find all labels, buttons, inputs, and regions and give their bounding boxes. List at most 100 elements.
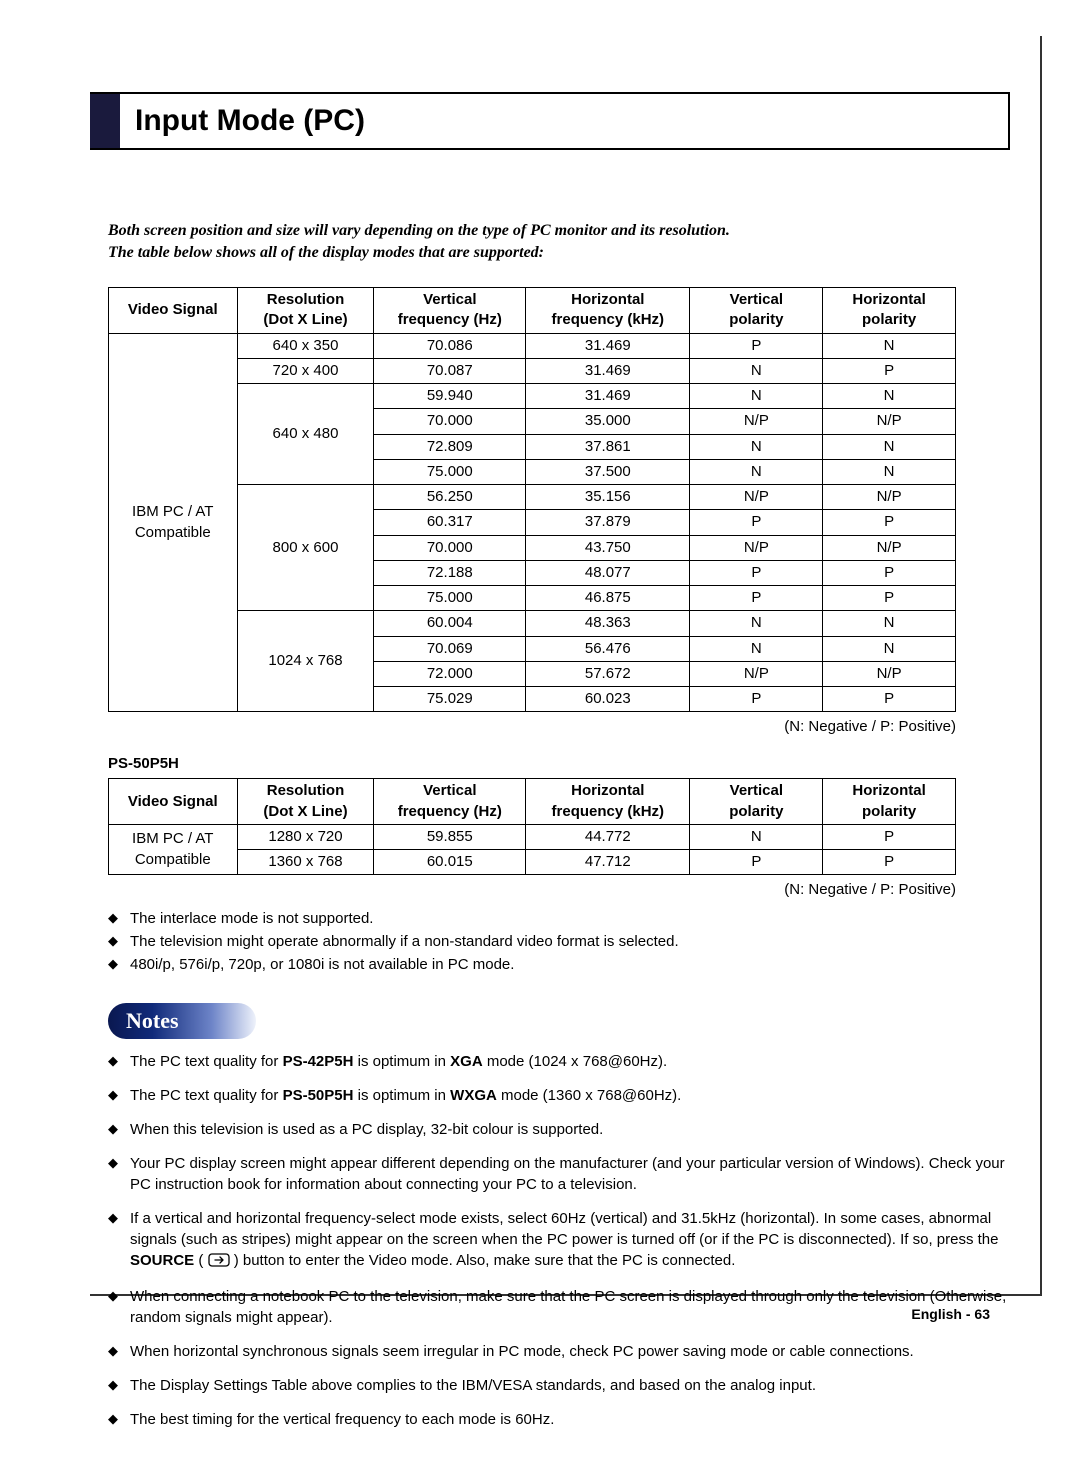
cell-hf: 48.077 [526, 560, 690, 585]
cell-hf: 60.023 [526, 687, 690, 712]
cell-hp: N/P [823, 535, 956, 560]
source-input-icon [208, 1252, 230, 1273]
cell-hp: N [823, 384, 956, 409]
cell-resolution: 720 x 400 [237, 358, 374, 383]
cell-resolution: 640 x 480 [237, 384, 374, 485]
notes-item: The best timing for the vertical frequen… [108, 1409, 1010, 1430]
cell-hp: P [823, 850, 956, 875]
cell-hf: 31.469 [526, 333, 690, 358]
cell-hp: N [823, 636, 956, 661]
cell-vp: N [690, 358, 823, 383]
hdr-res: Resolution(Dot X Line) [237, 288, 374, 334]
hdr-hf: Horizontalfrequency (kHz) [526, 288, 690, 334]
notes-item: The Display Settings Table above complie… [108, 1375, 1010, 1396]
cell-vp: P [690, 510, 823, 535]
cell-hp: P [823, 560, 956, 585]
cell-hf: 56.476 [526, 636, 690, 661]
page-footer: English - 63 [911, 1306, 990, 1322]
cell-hf: 48.363 [526, 611, 690, 636]
caveat-item: 480i/p, 576i/p, 720p, or 1080i is not av… [108, 954, 1010, 975]
cell-hp: N/P [823, 661, 956, 686]
cell-hp: N [823, 333, 956, 358]
cell-resolution: 1280 x 720 [237, 824, 374, 849]
cell-hf: 37.861 [526, 434, 690, 459]
cell-vp: P [690, 560, 823, 585]
cell-vf: 70.086 [374, 333, 526, 358]
caveat-item: The interlace mode is not supported. [108, 908, 1010, 929]
cell-vp: P [690, 850, 823, 875]
cell-vf: 75.000 [374, 586, 526, 611]
cell-vf: 59.855 [374, 824, 526, 849]
cell-hp: N [823, 459, 956, 484]
cell-resolution: 1360 x 768 [237, 850, 374, 875]
notes-heading: Notes [108, 1003, 256, 1039]
cell-vf: 60.004 [374, 611, 526, 636]
cell-vf: 72.188 [374, 560, 526, 585]
cell-hp: N/P [823, 485, 956, 510]
cell-hf: 31.469 [526, 384, 690, 409]
cell-vp: P [690, 687, 823, 712]
table-header-row: Video Signal Resolution(Dot X Line) Vert… [109, 779, 956, 825]
timing-table-2: Video Signal Resolution(Dot X Line) Vert… [108, 778, 956, 875]
cell-hf: 37.500 [526, 459, 690, 484]
cell-vf: 56.250 [374, 485, 526, 510]
cell-hf: 35.156 [526, 485, 690, 510]
timing-table-1: Video Signal Resolution(Dot X Line) Vert… [108, 287, 956, 712]
cell-hp: P [823, 586, 956, 611]
intro-line1: Both screen position and size will vary … [108, 222, 730, 239]
title-accent [90, 94, 120, 148]
cell-vp: N/P [690, 535, 823, 560]
cell-vp: N [690, 384, 823, 409]
cell-vf: 60.015 [374, 850, 526, 875]
hdr-signal: Video Signal [109, 779, 238, 825]
page-title: Input Mode (PC) [90, 94, 1008, 148]
cell-vf: 75.029 [374, 687, 526, 712]
cell-hp: N [823, 434, 956, 459]
table-header-row: Video Signal Resolution(Dot X Line) Vert… [109, 288, 956, 334]
cell-vp: N [690, 434, 823, 459]
hdr-res: Resolution(Dot X Line) [237, 779, 374, 825]
cell-vf: 70.087 [374, 358, 526, 383]
cell-resolution: 1024 x 768 [237, 611, 374, 712]
cell-vp: N [690, 459, 823, 484]
notes-item: When horizontal synchronous signals seem… [108, 1341, 1010, 1362]
cell-vp: N [690, 824, 823, 849]
notes-item: The PC text quality for PS-50P5H is opti… [108, 1085, 1010, 1106]
hdr-vf: Verticalfrequency (Hz) [374, 779, 526, 825]
cell-vp: P [690, 333, 823, 358]
cell-hf: 37.879 [526, 510, 690, 535]
caveat-list: The interlace mode is not supported. The… [108, 908, 1010, 975]
polarity-legend-2: (N: Negative / P: Positive) [90, 881, 956, 898]
polarity-legend-1: (N: Negative / P: Positive) [90, 718, 956, 735]
footer-page-number: 63 [974, 1306, 990, 1322]
cell-vp: P [690, 586, 823, 611]
intro-line2: The table below shows all of the display… [108, 244, 544, 261]
hdr-vp: Verticalpolarity [690, 288, 823, 334]
notes-item: When connecting a notebook PC to the tel… [108, 1286, 1010, 1328]
hdr-hp: Horizontalpolarity [823, 288, 956, 334]
hdr-hf: Horizontalfrequency (kHz) [526, 779, 690, 825]
cell-vf: 70.000 [374, 409, 526, 434]
cell-hp: N/P [823, 409, 956, 434]
table-row: IBM PC / ATCompatible1280 x 72059.85544.… [109, 824, 956, 849]
hdr-vf: Verticalfrequency (Hz) [374, 288, 526, 334]
notes-item: When this television is used as a PC dis… [108, 1119, 1010, 1140]
page-title-block: Input Mode (PC) [90, 92, 1010, 150]
cell-video-signal: IBM PC / ATCompatible [109, 824, 238, 875]
notes-item: If a vertical and horizontal frequency-s… [108, 1208, 1010, 1273]
cell-vf: 60.317 [374, 510, 526, 535]
notes-item: Your PC display screen might appear diff… [108, 1153, 1010, 1195]
cell-hf: 44.772 [526, 824, 690, 849]
cell-vp: N [690, 636, 823, 661]
cell-vf: 70.000 [374, 535, 526, 560]
cell-vp: N/P [690, 661, 823, 686]
footer-lang: English - [911, 1306, 974, 1322]
cell-hf: 46.875 [526, 586, 690, 611]
cell-hf: 57.672 [526, 661, 690, 686]
cell-resolution: 640 x 350 [237, 333, 374, 358]
caveat-item: The television might operate abnormally … [108, 931, 1010, 952]
cell-vf: 75.000 [374, 459, 526, 484]
cell-vf: 70.069 [374, 636, 526, 661]
cell-vf: 59.940 [374, 384, 526, 409]
cell-hp: P [823, 824, 956, 849]
